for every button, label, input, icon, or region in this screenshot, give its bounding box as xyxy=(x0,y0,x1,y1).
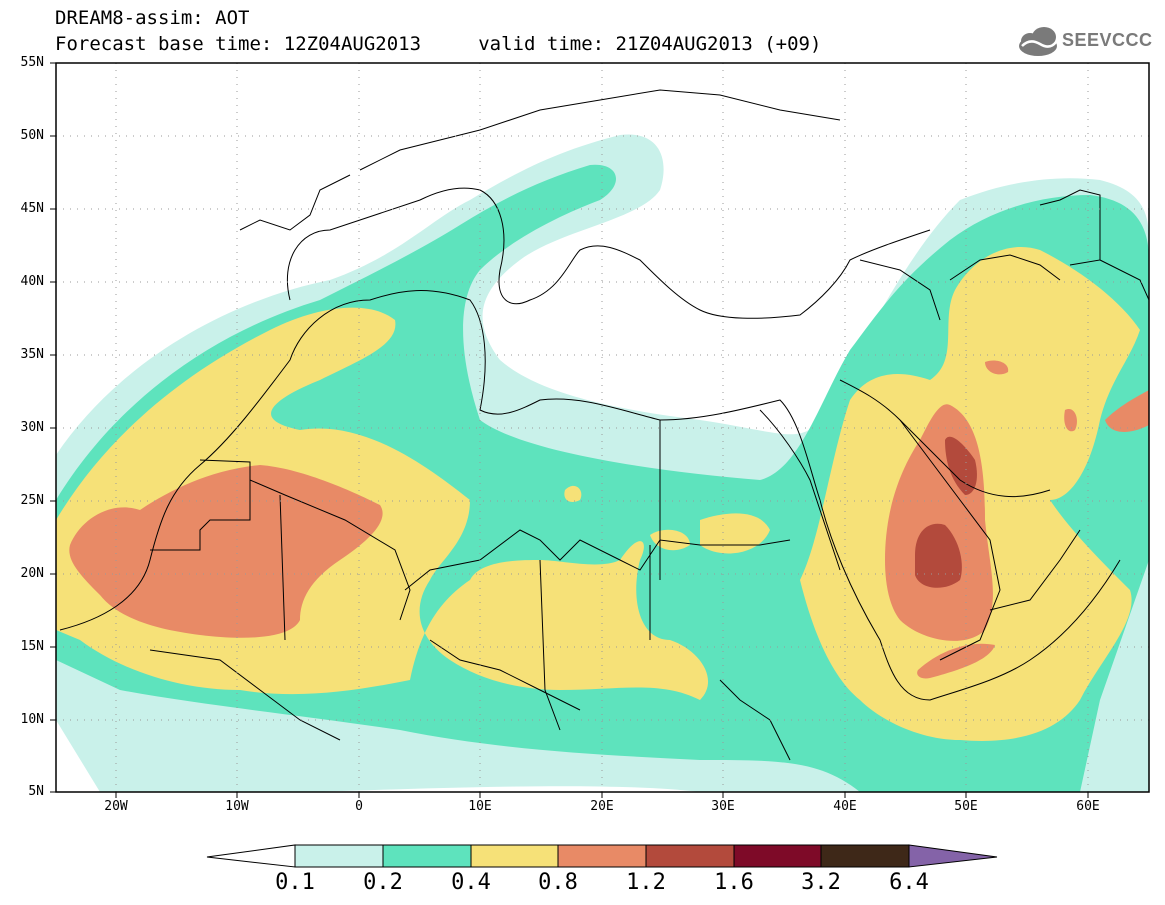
colorbar-label: 0.4 xyxy=(451,870,491,895)
lon-label: 60E xyxy=(1076,799,1100,814)
colorbar xyxy=(206,844,998,868)
lat-lon-grid xyxy=(56,63,1149,792)
colorbar-swatch-1-6 xyxy=(733,844,822,868)
lon-label: 40E xyxy=(833,799,857,814)
lon-label: 20E xyxy=(590,799,614,814)
lat-label: 30N xyxy=(20,420,44,435)
lat-label: 25N xyxy=(20,493,44,508)
colorbar-swatch-0-4 xyxy=(470,844,559,868)
colorbar-swatch-3-2 xyxy=(820,844,910,868)
lat-label: 20N xyxy=(20,566,44,581)
colorbar-label: 1.6 xyxy=(714,870,754,895)
lon-label: 20W xyxy=(104,799,128,814)
lat-label: 10N xyxy=(20,712,44,727)
coastlines xyxy=(59,89,1149,761)
colorbar-swatch-0-1 xyxy=(294,844,384,868)
colorbar-label: 0.8 xyxy=(538,870,578,895)
lon-label: 10E xyxy=(468,799,492,814)
lat-label: 35N xyxy=(20,347,44,362)
colorbar-upper-arrow xyxy=(908,844,998,868)
map-title: DREAM8-assim: AOT xyxy=(55,7,250,29)
colorbar-swatch-0-2 xyxy=(382,844,472,868)
forecast-time-line: Forecast base time: 12Z04AUG2013 valid t… xyxy=(55,33,822,55)
lat-label: 45N xyxy=(20,201,44,216)
colorbar-label: 6.4 xyxy=(889,870,929,895)
colorbar-swatch-1-2 xyxy=(645,844,735,868)
lon-label: 50E xyxy=(954,799,978,814)
lat-label: 40N xyxy=(20,274,44,289)
lat-label: 5N xyxy=(28,784,44,799)
colorbar-label: 0.2 xyxy=(363,870,403,895)
colorbar-label: 3.2 xyxy=(801,870,841,895)
lat-label: 15N xyxy=(20,639,44,654)
lon-label: 0 xyxy=(355,799,363,814)
colorbar-label: 1.2 xyxy=(626,870,666,895)
lon-label: 10W xyxy=(225,799,249,814)
colorbar-label: 0.1 xyxy=(275,870,315,895)
lat-label: 55N xyxy=(20,55,44,70)
cloud-logo-icon xyxy=(1019,27,1057,56)
lon-label: 30E xyxy=(711,799,735,814)
colorbar-swatch-0-8 xyxy=(557,844,647,868)
lat-label: 50N xyxy=(20,128,44,143)
aot-level-1-2 xyxy=(915,436,977,588)
colorbar-lower-arrow xyxy=(206,844,296,868)
logo-text: SEEVCCC xyxy=(1062,30,1153,50)
